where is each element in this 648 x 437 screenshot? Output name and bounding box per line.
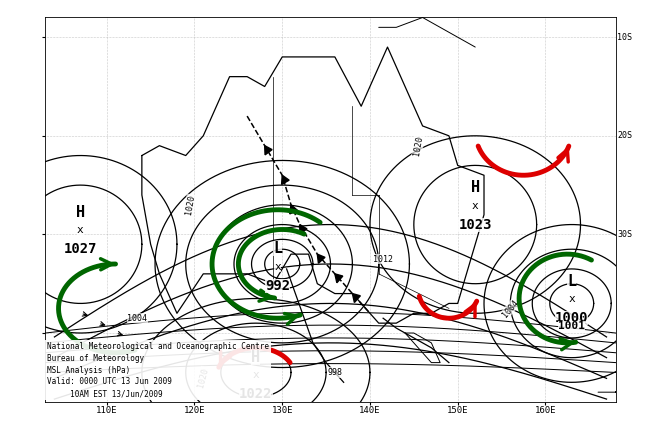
Text: x: x — [472, 201, 479, 211]
Text: 30S: 30S — [618, 230, 632, 239]
Text: 1027: 1027 — [64, 242, 97, 256]
Polygon shape — [282, 175, 289, 184]
Text: L: L — [567, 274, 576, 289]
Text: 998: 998 — [327, 368, 342, 377]
Text: 1023: 1023 — [459, 218, 492, 232]
Text: 1020: 1020 — [412, 135, 424, 156]
Text: 1004: 1004 — [128, 314, 148, 323]
Polygon shape — [264, 146, 272, 155]
Polygon shape — [318, 254, 325, 263]
Text: x: x — [253, 371, 259, 381]
Text: 1020: 1020 — [196, 367, 210, 388]
Text: 992: 992 — [265, 279, 290, 293]
Text: H: H — [76, 205, 85, 220]
Polygon shape — [335, 274, 343, 283]
Text: x: x — [77, 225, 84, 236]
Text: 1000: 1000 — [555, 311, 588, 325]
Text: L: L — [273, 241, 283, 256]
Text: H: H — [251, 350, 260, 364]
Text: 20S: 20S — [618, 131, 632, 140]
Text: National Meteorological and Oceanographic Centre
Bureau of Meteorology
MSL Analy: National Meteorological and Oceanographi… — [47, 342, 268, 398]
Polygon shape — [300, 225, 307, 234]
Text: 1001: 1001 — [558, 321, 585, 331]
Text: x: x — [568, 295, 575, 305]
Text: H: H — [470, 180, 480, 195]
Text: 1004: 1004 — [500, 298, 520, 319]
Text: 1020: 1020 — [184, 194, 196, 215]
Text: 1022: 1022 — [239, 387, 273, 401]
Polygon shape — [353, 294, 360, 302]
Polygon shape — [290, 205, 297, 214]
Text: 10S: 10S — [618, 33, 632, 42]
Text: x: x — [275, 262, 281, 272]
Text: 1012: 1012 — [373, 255, 393, 264]
